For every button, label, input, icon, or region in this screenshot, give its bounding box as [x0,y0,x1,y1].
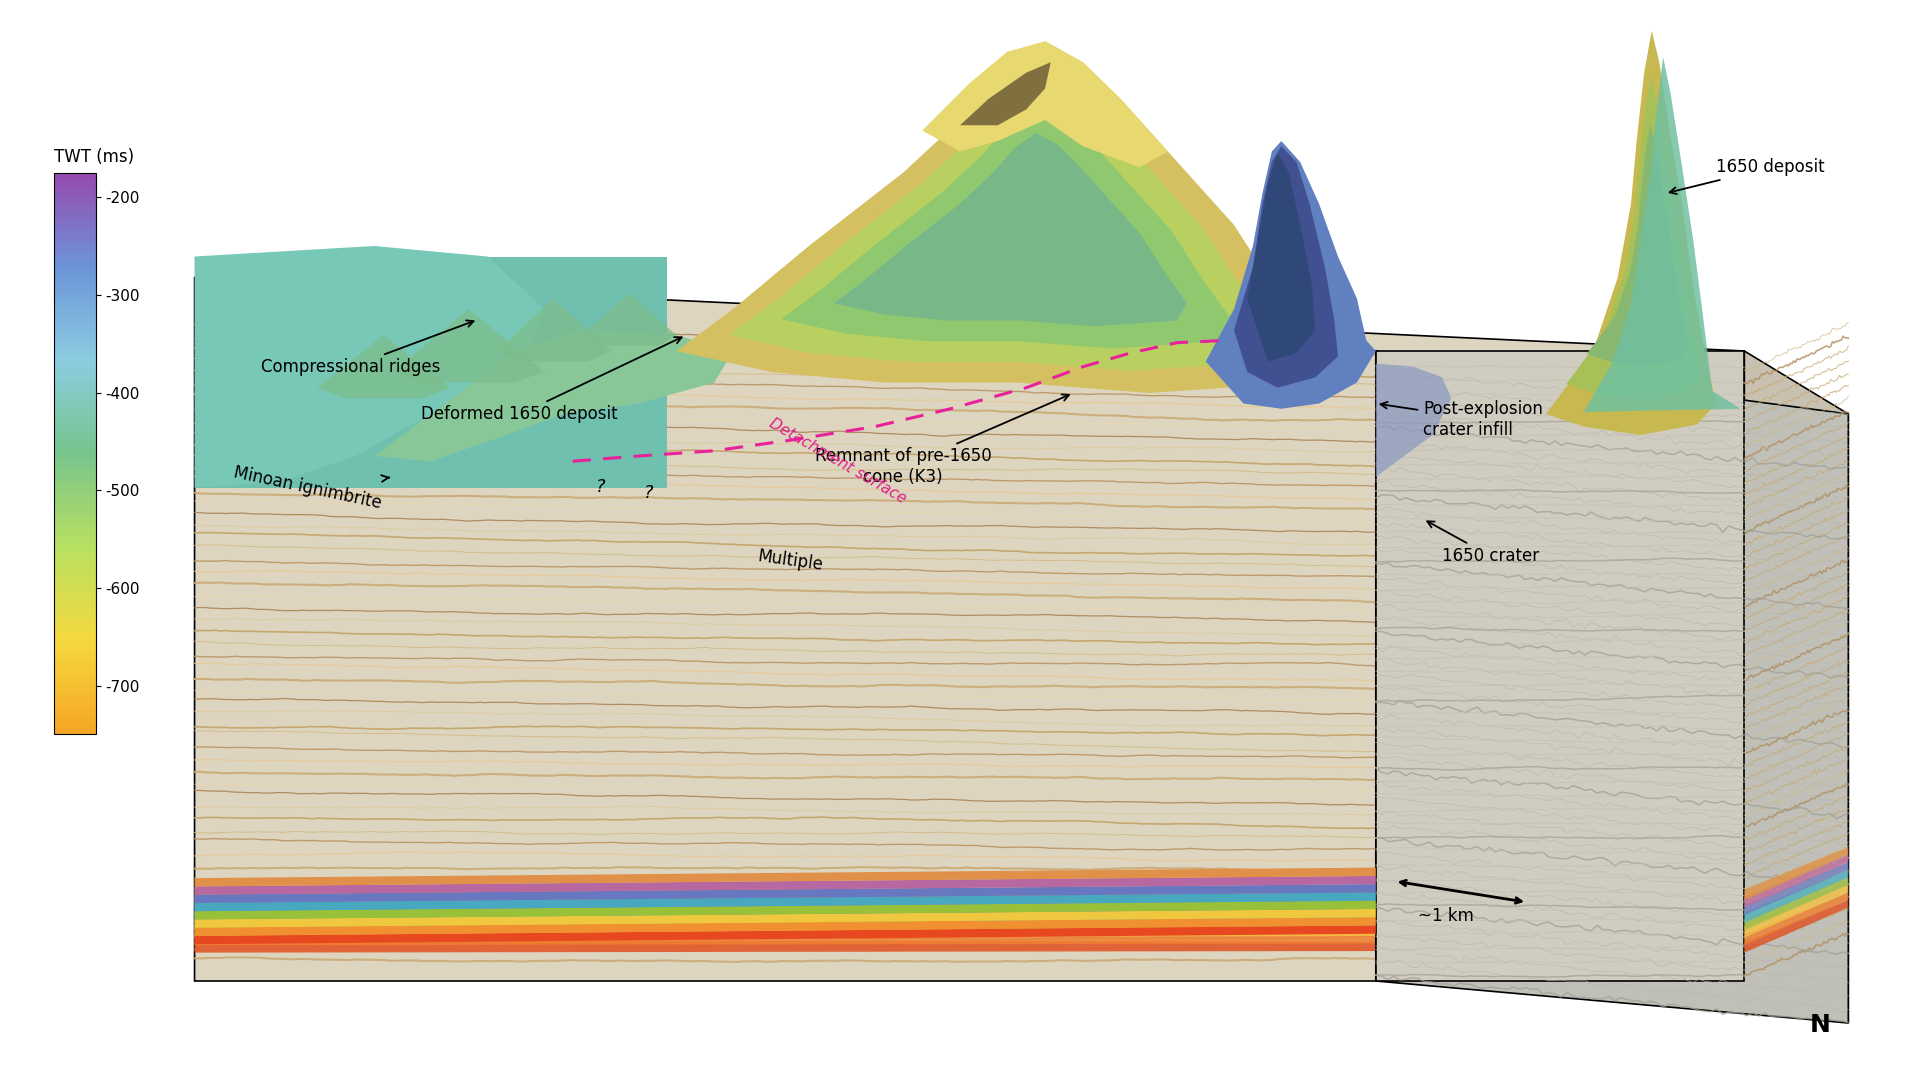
FancyBboxPatch shape [194,256,666,487]
Polygon shape [1567,78,1703,401]
Text: Deformed 1650 deposit: Deformed 1650 deposit [420,337,682,423]
Polygon shape [1745,854,1849,907]
Text: N: N [1809,1013,1830,1037]
Polygon shape [194,932,1745,945]
Text: ?: ? [643,484,653,502]
Polygon shape [1745,869,1849,922]
Polygon shape [394,309,543,382]
Polygon shape [1745,885,1849,937]
Polygon shape [1235,146,1338,388]
Polygon shape [1248,153,1315,362]
Polygon shape [194,926,1377,944]
Polygon shape [194,918,1745,930]
Polygon shape [1745,847,1849,900]
Text: 1650 crater: 1650 crater [1427,522,1540,565]
Polygon shape [1377,351,1745,981]
Text: Post-explosion
crater infill: Post-explosion crater infill [1380,401,1544,438]
Polygon shape [194,917,1377,936]
Text: Multiple: Multiple [756,548,824,575]
Polygon shape [1546,30,1716,435]
Polygon shape [1586,124,1690,366]
Text: ~1 km: ~1 km [1417,907,1475,924]
Text: TWT (ms): TWT (ms) [54,148,134,165]
Polygon shape [194,876,1377,894]
Text: Compressional ridges: Compressional ridges [261,321,474,376]
Text: Minoan ignimbrite: Minoan ignimbrite [232,463,390,513]
Polygon shape [1745,900,1849,953]
Text: 1650 deposit: 1650 deposit [1670,159,1824,194]
Polygon shape [1745,862,1849,915]
Polygon shape [781,103,1231,349]
Polygon shape [194,246,543,487]
Polygon shape [194,888,1745,900]
Polygon shape [194,910,1745,922]
Polygon shape [194,885,1377,903]
Polygon shape [1745,351,1849,1023]
Polygon shape [317,335,449,399]
Polygon shape [1377,351,1849,1023]
Polygon shape [194,278,1745,981]
Polygon shape [194,926,1745,937]
Polygon shape [960,63,1050,125]
Polygon shape [194,903,1745,915]
Polygon shape [922,41,1167,167]
Polygon shape [1584,57,1741,411]
Polygon shape [1377,364,1452,477]
Polygon shape [194,895,1745,907]
Polygon shape [194,940,1745,953]
Polygon shape [1745,892,1849,945]
Polygon shape [730,71,1275,370]
Polygon shape [833,133,1187,326]
Text: Remnant of pre-1650
cone (K3): Remnant of pre-1650 cone (K3) [814,394,1069,486]
Polygon shape [194,909,1377,928]
Polygon shape [1206,141,1377,408]
Polygon shape [194,892,1377,912]
Polygon shape [497,298,611,362]
Text: ?: ? [595,478,605,497]
Polygon shape [582,294,676,346]
Polygon shape [374,330,733,461]
Text: Detachment surface: Detachment surface [766,416,908,507]
Polygon shape [194,867,1377,887]
Polygon shape [676,41,1319,393]
Polygon shape [194,901,1377,919]
Polygon shape [1745,877,1849,930]
